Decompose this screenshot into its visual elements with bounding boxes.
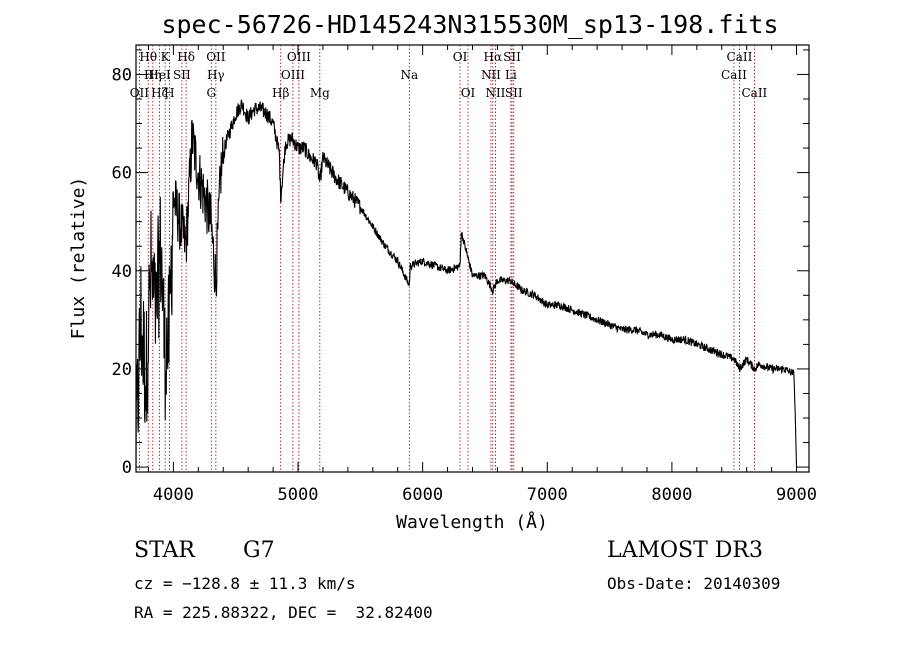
spectral-line-label: Mg	[310, 86, 330, 100]
spectral-line-label: OI	[461, 86, 476, 100]
survey-name: LAMOST DR3	[607, 538, 763, 563]
spectral-line-label: OIII	[287, 50, 311, 64]
y-axis-label: Flux (relative)	[68, 177, 89, 340]
spectral-line-label: NII	[485, 86, 505, 100]
y-tick-label: 20	[112, 360, 132, 380]
y-axis: 0 20 40 60 80	[112, 49, 809, 478]
spectral-line-label: Hη	[144, 68, 162, 82]
spectral-line-label: Hζ	[151, 86, 168, 100]
x-tick-label: 4000	[153, 485, 194, 505]
spectral-line-label: Hδ	[177, 50, 195, 64]
spectral-line-label: Hθ	[139, 50, 157, 64]
marker-lines	[138, 45, 755, 472]
y-tick-label: 40	[112, 262, 132, 282]
spectral-line-label: Hγ	[207, 68, 225, 82]
spectral-line-label: Li	[505, 68, 517, 82]
spectrum-group	[136, 99, 798, 468]
obs-date: Obs-Date: 20140309	[607, 574, 781, 593]
x-tick-label: 5000	[278, 485, 319, 505]
spectral-line-label: Hβ	[272, 86, 289, 100]
spectral-line-label: OII	[206, 50, 226, 64]
spectral-line-label: SII	[505, 86, 523, 100]
x-tick-label: 9000	[776, 485, 817, 505]
spectral-line-label: Na	[400, 68, 418, 82]
y-tick-label: 80	[112, 65, 132, 85]
x-tick-label: 8000	[651, 485, 692, 505]
object-subclass: G7	[243, 538, 275, 563]
spectral-line-label: OIII	[281, 68, 305, 82]
x-tick-label: 6000	[402, 485, 443, 505]
x-tick-label: 7000	[527, 485, 568, 505]
spectral-line-label: CaII	[721, 68, 747, 82]
spectral-line-label: G	[206, 86, 216, 100]
object-class: STAR	[134, 538, 195, 563]
spectral-line-label: CaII	[741, 86, 767, 100]
spectral-line-label: Hα	[484, 50, 503, 64]
spectral-line-label: SII	[173, 68, 191, 82]
spectral-line-label: K	[161, 50, 171, 64]
spectral-line-label: H	[164, 86, 174, 100]
spectral-line-label: OII	[130, 86, 150, 100]
spectral-line-label: NII	[481, 68, 501, 82]
spectrum-line	[136, 99, 798, 468]
x-axis-label: Wavelength (Å)	[396, 511, 548, 533]
cz-value: cz = −128.8 ± 11.3 km/s	[134, 574, 356, 593]
coordinates: RA = 225.88322, DEC = 32.82400	[134, 603, 433, 622]
y-tick-label: 60	[112, 164, 132, 184]
spectral-line-label: OI	[453, 50, 468, 64]
y-tick-label: 0	[122, 458, 132, 478]
chart-title: spec-56726-HD145243N315530M_sp13-198.fit…	[161, 10, 778, 39]
spectral-line-label: CaII	[727, 50, 753, 64]
spectral-line-label: HeI	[148, 68, 171, 82]
x-axis: 4000 5000 6000 7000 8000 9000	[147, 45, 817, 505]
spectral-line-label: SII	[503, 50, 521, 64]
